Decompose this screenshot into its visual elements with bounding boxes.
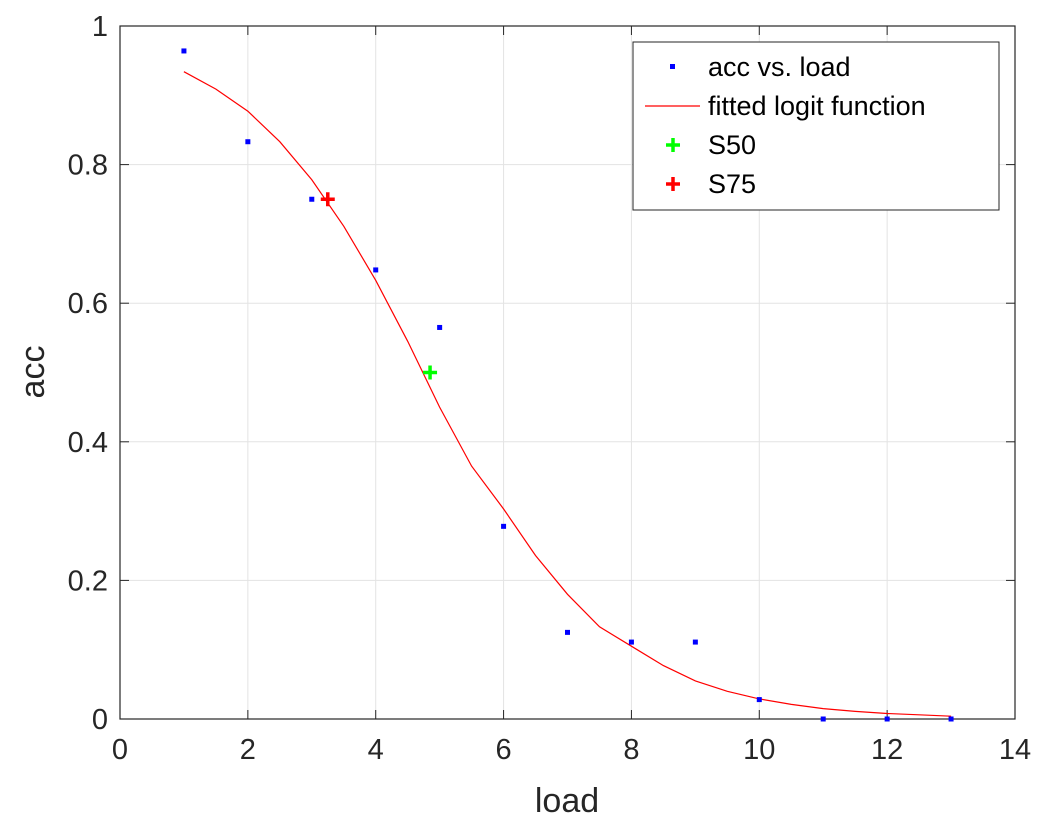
data-point (948, 716, 954, 722)
x-tick-label: 14 (999, 734, 1031, 766)
x-axis-label: load (535, 782, 599, 820)
legend-label-acc-vs-load: acc vs. load (708, 52, 851, 82)
data-point (756, 697, 762, 703)
data-point (501, 523, 507, 529)
x-tick-label: 0 (112, 734, 128, 766)
s50-marker (423, 365, 438, 380)
data-point (181, 48, 187, 54)
series-layer (181, 48, 954, 722)
data-point (692, 639, 698, 645)
y-tick-label: 0.6 (68, 288, 108, 320)
s75-marker (320, 192, 335, 207)
data-point (565, 629, 570, 635)
data-point (245, 139, 251, 145)
y-tick-label: 1 (92, 11, 108, 43)
ticks: 0 2 4 6 8 10 12 14 0 0.2 0.4 0.6 0.8 1 (68, 11, 1031, 766)
legend: acc vs. load fitted logit function S50 S… (632, 41, 1000, 211)
data-point (884, 716, 890, 722)
x-tick-label: 6 (496, 734, 512, 766)
legend-label-s75: S75 (708, 169, 756, 199)
data-point (820, 716, 826, 722)
x-tick-label: 4 (368, 734, 384, 766)
y-tick-label: 0 (92, 704, 108, 736)
fitted-logit-curve (183, 71, 952, 717)
plot-frame (119, 25, 1016, 720)
y-tick-label: 0.4 (68, 427, 108, 459)
y-axis-label: acc (14, 346, 52, 399)
data-point (373, 267, 379, 273)
y-tick-label: 0.8 (68, 150, 108, 182)
x-tick-label: 8 (623, 734, 639, 766)
data-point (437, 324, 443, 330)
legend-label-fitted-logit: fitted logit function (708, 91, 926, 121)
data-point (309, 196, 315, 202)
legend-box (632, 41, 1000, 211)
legend-label-s50: S50 (708, 130, 756, 160)
x-tick-label: 2 (240, 734, 256, 766)
x-tick-label: 12 (871, 734, 903, 766)
x-tick-label: 10 (743, 734, 775, 766)
data-point (628, 639, 634, 645)
legend-swatch-acc-vs-load (670, 64, 675, 69)
y-tick-label: 0.2 (68, 565, 108, 597)
legend-swatch-s50 (666, 138, 680, 152)
legend-swatch-s75 (666, 177, 680, 191)
